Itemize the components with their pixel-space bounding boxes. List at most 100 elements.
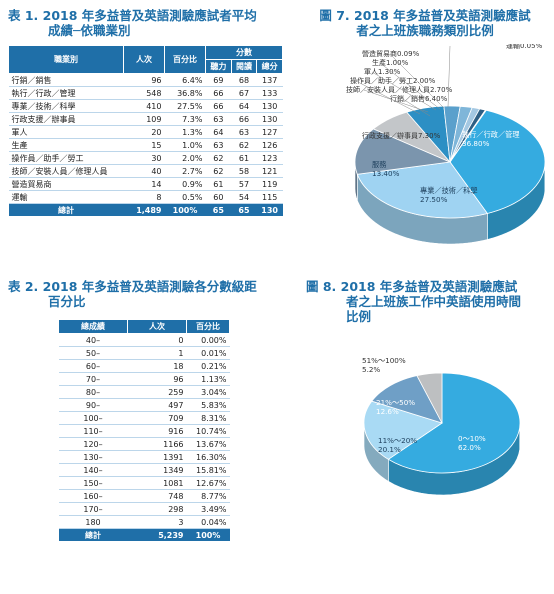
pct-cell: 6.4% xyxy=(164,73,206,87)
table-total-row: 總計 1,489 100% 65 65 130 xyxy=(8,203,283,216)
pct-cell: 1.13% xyxy=(186,372,230,386)
count-cell: 8 xyxy=(123,190,165,204)
leader-line-6 xyxy=(397,95,431,117)
pct-cell: 13.67% xyxy=(186,437,230,451)
table-row: 130– 1391 16.30% xyxy=(58,450,230,464)
figure8-title: 圖 8. 2018 年多益普及英語測驗應試 者之上班族工作中英語使用時間 比例 xyxy=(300,279,550,324)
figure8-title-line1: 圖 8. 2018 年多益普及英語測驗應試 xyxy=(306,279,518,294)
col-occupation: 職業別 xyxy=(8,45,124,74)
col-listening: 聽力 xyxy=(205,59,232,74)
total-pct-cell: 100% xyxy=(186,528,230,541)
pie-label-3: 51%～100% xyxy=(362,356,406,365)
count-cell: 30 xyxy=(123,151,165,165)
count-cell: 748 xyxy=(127,489,187,503)
col-pct: 百分比 xyxy=(186,319,230,334)
score-cell: 70– xyxy=(58,372,128,386)
total-cell: 126 xyxy=(256,138,283,152)
count-cell: 109 xyxy=(123,112,165,126)
score-cell: 120– xyxy=(58,437,128,451)
col-total: 總分 xyxy=(256,59,283,74)
table-row: 70– 96 1.13% xyxy=(58,372,230,386)
score-cell: 60– xyxy=(58,359,128,373)
listening-cell: 63 xyxy=(205,112,232,126)
count-cell: 96 xyxy=(123,73,165,87)
total-cell: 133 xyxy=(256,86,283,100)
table-row: 80– 259 3.04% xyxy=(58,385,230,399)
score-cell: 150– xyxy=(58,476,128,490)
count-cell: 40 xyxy=(123,164,165,178)
count-cell: 1166 xyxy=(127,437,187,451)
pct-cell: 8.31% xyxy=(186,411,230,425)
score-cell: 140– xyxy=(58,463,128,477)
table2: 總成績 人次 百分比 40– 0 0.00% 50– 1 0.01% 60– 18 0.21% 7… xyxy=(58,319,230,541)
score-cell: 80– xyxy=(58,385,128,399)
table-row: 生產 15 1.0% 63 62 126 xyxy=(8,138,283,152)
table2-title-line2: 百分比 xyxy=(48,294,86,309)
count-cell: 548 xyxy=(123,86,165,100)
total-cell: 123 xyxy=(256,151,283,165)
total-cell: 119 xyxy=(256,177,283,191)
pie-value-1: 27.50% xyxy=(420,195,448,204)
score-cell: 40– xyxy=(58,333,128,347)
occupation-cell: 操作員／助手／勞工 xyxy=(8,151,124,165)
pie-slice-2 xyxy=(371,375,443,424)
pct-cell: 5.83% xyxy=(186,398,230,412)
total-reading-cell: 65 xyxy=(231,203,257,216)
col-pct: 百分比 xyxy=(164,45,206,74)
pct-cell: 12.67% xyxy=(186,476,230,490)
pct-cell: 3.49% xyxy=(186,502,230,516)
pie-slice-10 xyxy=(449,109,487,163)
pct-cell: 27.5% xyxy=(164,99,206,113)
reading-cell: 57 xyxy=(231,177,257,191)
total-count-cell: 1,489 xyxy=(123,203,165,216)
count-cell: 1081 xyxy=(127,476,187,490)
leader-line-0 xyxy=(355,80,421,115)
occupation-cell: 行銷／銷售 xyxy=(8,73,124,87)
listening-cell: 62 xyxy=(205,164,232,178)
pie-value-0: 36.80% xyxy=(462,139,490,148)
pie-value-3: 5.2% xyxy=(362,365,380,374)
listening-cell: 61 xyxy=(205,177,232,191)
leader-line-3 xyxy=(379,62,441,110)
table-total-row: 總計 5,239 100% xyxy=(58,528,230,541)
pct-cell: 10.74% xyxy=(186,424,230,438)
count-cell: 916 xyxy=(127,424,187,438)
figure7-title-line2: 者之上班族職務類別比例 xyxy=(356,23,494,38)
pct-cell: 0.01% xyxy=(186,346,230,360)
table-row: 160– 748 8.77% xyxy=(58,489,230,503)
table-row: 操作員／助手／勞工 30 2.0% 62 61 123 xyxy=(8,151,283,165)
pct-cell: 3.04% xyxy=(186,385,230,399)
pct-cell: 36.8% xyxy=(164,86,206,100)
score-cell: 50– xyxy=(58,346,128,360)
pie-label-1: 專業／技術／科學 xyxy=(420,186,478,195)
count-cell: 497 xyxy=(127,398,187,412)
total-cell: 115 xyxy=(256,190,283,204)
occupation-cell: 營造貿易商 xyxy=(8,177,124,191)
leader-line-4 xyxy=(389,53,445,109)
reading-cell: 66 xyxy=(231,112,257,126)
figure7-title: 圖 7. 2018 年多益普及英語測驗應試 者之上班族職務類別比例 xyxy=(300,8,550,38)
pct-cell: 2.0% xyxy=(164,151,206,165)
pie-value-0: 62.0% xyxy=(458,443,481,452)
occupation-cell: 行政支援／辦事員 xyxy=(8,112,124,126)
total-cell: 121 xyxy=(256,164,283,178)
pct-cell: 0.9% xyxy=(164,177,206,191)
pie-slice-1 xyxy=(356,161,489,219)
table2-block: 表 2. 2018 年多益普及英語測驗各分數級距 百分比 總成績 人次 百分比 … xyxy=(8,279,283,541)
table-row: 軍人 20 1.3% 64 63 127 xyxy=(8,125,283,139)
col-reading: 閱讀 xyxy=(230,59,258,74)
pie-slice-3 xyxy=(416,372,443,424)
count-cell: 298 xyxy=(127,502,187,516)
pct-cell: 2.7% xyxy=(164,164,206,178)
pct-cell: 8.77% xyxy=(186,489,230,503)
count-cell: 15 xyxy=(123,138,165,152)
col-score: 總成績 xyxy=(58,319,128,334)
pie-value-2: 12.6% xyxy=(376,407,399,416)
table-row: 50– 1 0.01% xyxy=(58,346,230,360)
occupation-cell: 運輸 xyxy=(8,190,124,204)
pie-slice-0 xyxy=(387,372,521,474)
count-cell: 96 xyxy=(127,372,187,386)
pie-label-3: 行政支援／辦事員7.30% xyxy=(362,131,441,140)
total-cell: 130 xyxy=(256,112,283,126)
